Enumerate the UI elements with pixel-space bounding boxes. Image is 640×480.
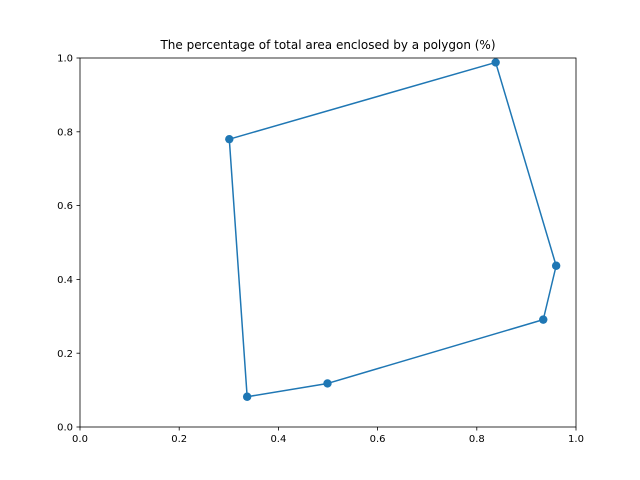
y-tick-label: 0.8 [57,127,73,138]
x-tick-label: 0.2 [171,434,187,445]
x-tick-label: 0.6 [370,434,386,445]
axes-layer: 0.0 0.2 0.4 0.6 0.8 1.0 0.0 0.2 0.4 0.6 0.8 1.0 [57,54,584,445]
data-point [551,261,561,270]
axes-frame [79,57,577,428]
x-tick-label: 0.4 [270,434,286,445]
x-tick-label: 1.0 [568,434,584,445]
y-tick-label: 1.0 [57,54,73,65]
x-tick-label: 0.0 [72,434,88,445]
data-point [242,392,252,401]
data-point [323,379,332,388]
plot-layer [225,58,561,401]
y-tick-label: 0.0 [57,423,73,434]
y-tick-label: 0.2 [57,349,73,360]
data-point [491,58,500,67]
data-point [539,315,548,324]
data-point [225,134,234,144]
x-tick-label: 0.8 [469,434,485,445]
y-tick-label: 0.6 [57,201,73,212]
chart-title: The percentage of total area enclosed by… [159,38,495,52]
y-tick-label: 0.4 [57,275,73,286]
